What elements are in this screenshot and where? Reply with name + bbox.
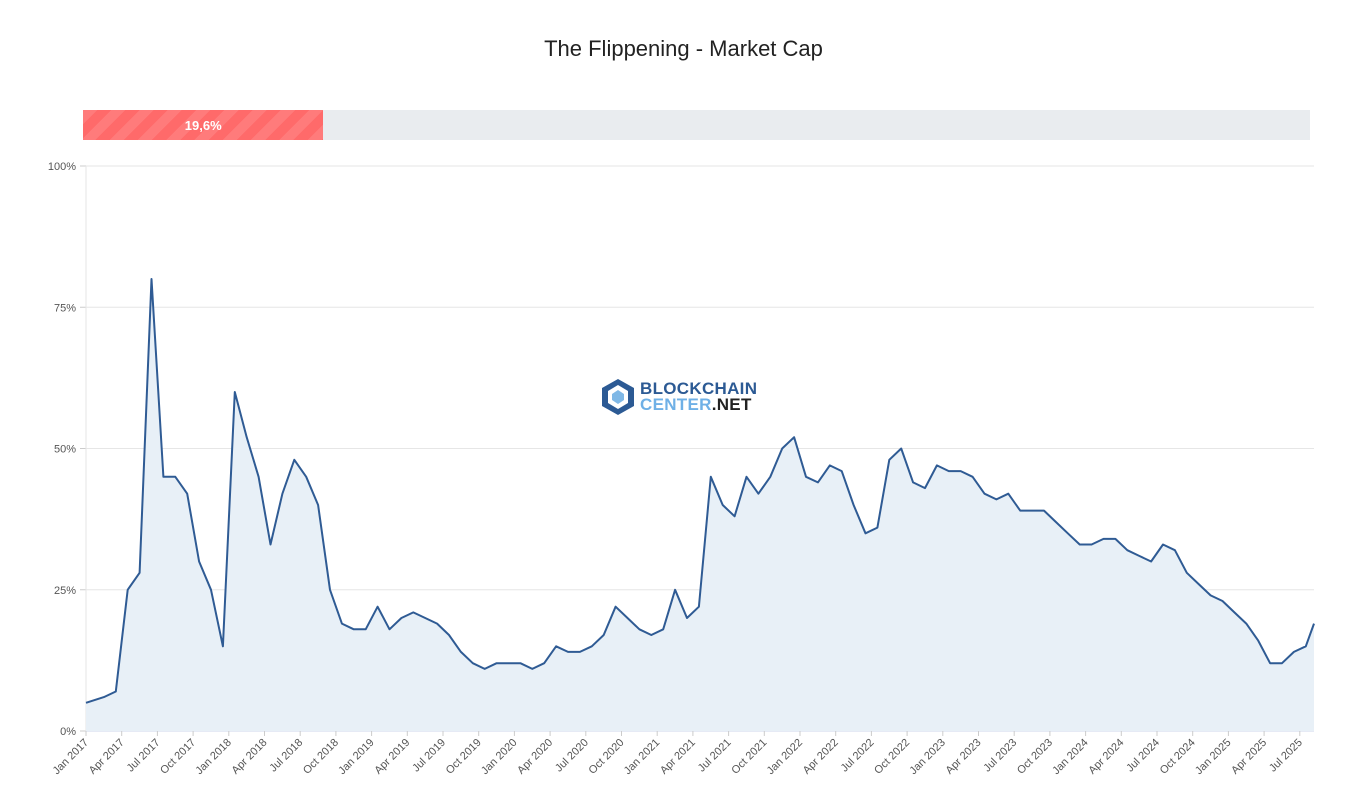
x-tick-label: Jan 2017	[51, 737, 91, 777]
x-tick-label: Jul 2022	[839, 737, 877, 775]
x-tick-label: Jan 2021	[622, 737, 662, 777]
x-tick-label: Apr 2017	[87, 737, 127, 777]
x-tick-label: Jul 2025	[1267, 737, 1305, 775]
x-tick-label: Apr 2024	[1086, 737, 1126, 777]
x-tick-label: Apr 2020	[515, 737, 555, 777]
x-tick-label: Oct 2018	[301, 737, 341, 777]
x-tick-label: Jul 2018	[267, 737, 305, 775]
progress-fill: 19,6%	[83, 110, 324, 140]
logo-line1: BLOCKCHAIN	[640, 379, 758, 398]
x-tick-label: Jul 2017	[125, 737, 163, 775]
cube-logo-icon	[602, 379, 634, 415]
x-tick-label: Jul 2021	[696, 737, 734, 775]
y-tick-label: 50%	[54, 444, 76, 456]
x-tick-label: Oct 2022	[872, 737, 912, 777]
x-tick-label: Jan 2024	[1050, 737, 1090, 777]
series-line	[85, 278, 1315, 704]
y-tick-label: 75%	[54, 302, 76, 314]
x-tick-label: Oct 2017	[158, 737, 198, 777]
x-tick-label: Jan 2018	[193, 737, 233, 777]
x-tick-label: Jan 2019	[336, 737, 376, 777]
x-tick-label: Jul 2024	[1124, 737, 1162, 775]
x-tick-label: Apr 2019	[372, 737, 412, 777]
x-tick-label: Jul 2019	[410, 737, 448, 775]
x-tick-label: Apr 2018	[230, 737, 270, 777]
y-tick-label: 100%	[48, 161, 76, 173]
x-tick-label: Jan 2020	[479, 737, 519, 777]
flippening-progress-bar: 19,6%	[83, 110, 1310, 140]
x-tick-label: Apr 2025	[1229, 737, 1269, 777]
watermark-logo: BLOCKCHAIN CENTER.NET	[600, 377, 757, 417]
x-tick-label: Jan 2023	[907, 737, 947, 777]
x-tick-label: Oct 2023	[1015, 737, 1055, 777]
x-tick-label: Jan 2025	[1193, 737, 1233, 777]
x-tick-label: Oct 2020	[587, 737, 627, 777]
logo-line2a: CENTER	[640, 395, 712, 414]
x-tick-label: Apr 2023	[944, 737, 984, 777]
x-tick-label: Apr 2021	[658, 737, 698, 777]
x-tick-label: Apr 2022	[801, 737, 841, 777]
area-fill	[86, 279, 1314, 731]
y-tick-label: 0%	[60, 726, 76, 738]
x-tick-label: Oct 2024	[1158, 737, 1198, 777]
x-tick-label: Oct 2019	[444, 737, 484, 777]
chart-title: The Flippening - Market Cap	[544, 36, 823, 61]
x-tick-label: Jan 2022	[765, 737, 805, 777]
x-tick-label: Oct 2021	[729, 737, 769, 777]
x-tick-label: Jul 2020	[553, 737, 591, 775]
x-tick-label: Jul 2023	[981, 737, 1019, 775]
y-tick-label: 25%	[54, 585, 76, 597]
progress-label: 19,6%	[184, 117, 222, 133]
logo-line2b: .NET	[711, 395, 752, 414]
